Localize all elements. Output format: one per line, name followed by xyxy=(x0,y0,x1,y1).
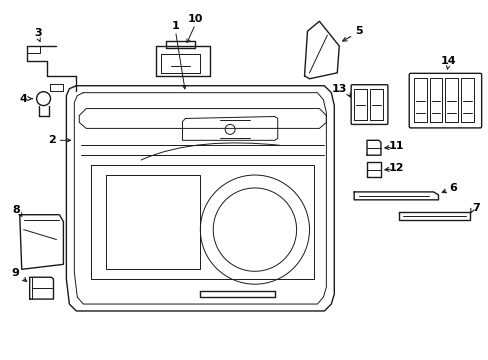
Text: 11: 11 xyxy=(388,141,404,151)
Text: 8: 8 xyxy=(12,205,20,215)
Text: 10: 10 xyxy=(187,14,203,24)
Text: 1: 1 xyxy=(171,21,179,31)
Text: 9: 9 xyxy=(12,268,20,278)
Text: 7: 7 xyxy=(471,203,479,213)
Text: 12: 12 xyxy=(388,163,404,173)
Text: 13: 13 xyxy=(331,84,346,94)
Text: 2: 2 xyxy=(47,135,55,145)
Text: 5: 5 xyxy=(355,26,362,36)
Text: 14: 14 xyxy=(440,56,455,66)
Text: 6: 6 xyxy=(448,183,456,193)
Text: 4: 4 xyxy=(20,94,28,104)
Text: 3: 3 xyxy=(35,28,42,38)
